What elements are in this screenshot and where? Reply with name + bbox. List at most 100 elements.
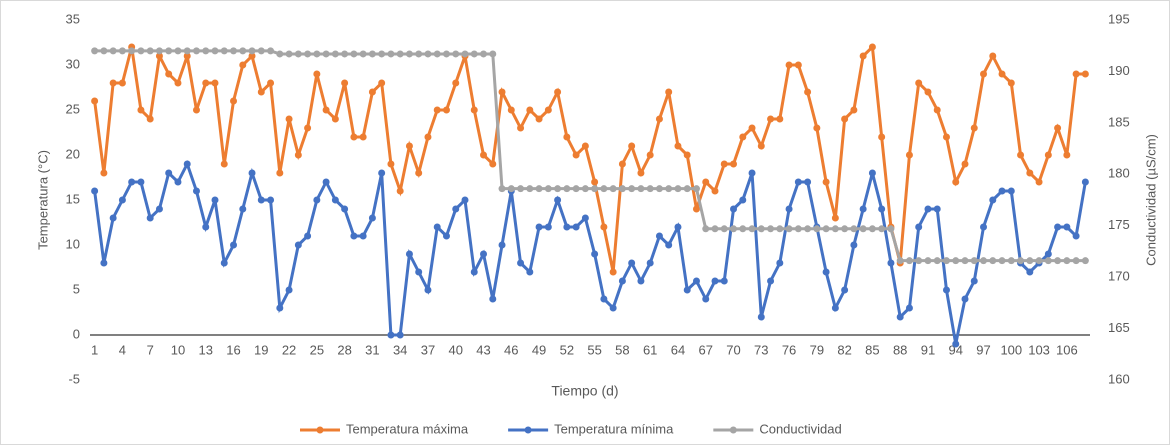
x-tick-label: 55 — [587, 342, 601, 357]
point — [489, 50, 497, 58]
point — [248, 169, 256, 177]
point — [961, 160, 969, 168]
point — [961, 295, 969, 303]
point — [387, 50, 395, 58]
x-tick-label: 43 — [476, 342, 490, 357]
point — [239, 205, 247, 213]
point — [526, 185, 534, 193]
point — [655, 185, 663, 193]
point — [794, 61, 802, 69]
point — [637, 185, 645, 193]
y2-axis-title: Conductividad (µS/cm) — [1143, 134, 1158, 266]
y2-tick-label: 175 — [1108, 217, 1130, 232]
point — [257, 88, 265, 96]
y-tick-label: 20 — [66, 146, 80, 161]
point — [739, 225, 747, 233]
point — [100, 47, 108, 55]
y-axis-title: Temperatura (°C) — [35, 150, 50, 250]
point — [183, 52, 191, 60]
point — [498, 88, 506, 96]
point — [868, 225, 876, 233]
point — [804, 225, 812, 233]
point — [192, 47, 200, 55]
point — [878, 205, 886, 213]
point — [970, 277, 978, 285]
point — [452, 50, 460, 58]
point — [887, 259, 895, 267]
point — [470, 50, 478, 58]
point — [100, 169, 108, 177]
point — [692, 277, 700, 285]
point — [470, 106, 478, 114]
point — [702, 178, 710, 186]
y-tick-label: -5 — [68, 371, 80, 386]
point — [896, 257, 904, 265]
point — [859, 205, 867, 213]
point — [267, 196, 275, 204]
x-tick-label: 28 — [337, 342, 351, 357]
point — [137, 178, 145, 186]
point — [442, 50, 450, 58]
point — [767, 225, 775, 233]
point — [387, 331, 395, 339]
point — [757, 313, 765, 321]
x-tick-label: 100 — [1000, 342, 1022, 357]
point — [609, 268, 617, 276]
y-tick-label: 30 — [66, 56, 80, 71]
point — [415, 169, 423, 177]
point — [276, 304, 284, 312]
point — [368, 214, 376, 222]
point — [563, 133, 571, 141]
x-tick-label: 10 — [171, 342, 185, 357]
point — [405, 50, 413, 58]
x-tick-label: 13 — [199, 342, 213, 357]
point — [433, 106, 441, 114]
point — [804, 178, 812, 186]
x-tick-label: 22 — [282, 342, 296, 357]
point — [831, 304, 839, 312]
legend-marker — [729, 426, 737, 434]
point — [1044, 151, 1052, 159]
x-tick-label: 73 — [754, 342, 768, 357]
point — [1026, 268, 1034, 276]
point — [220, 47, 228, 55]
point — [535, 185, 543, 193]
point — [933, 106, 941, 114]
y-tick-label: 5 — [73, 281, 80, 296]
point — [118, 79, 126, 87]
point — [609, 185, 617, 193]
point — [220, 259, 228, 267]
legend-label: Conductividad — [759, 421, 841, 436]
x-tick-label: 25 — [310, 342, 324, 357]
point — [637, 169, 645, 177]
point — [952, 340, 960, 348]
y-tick-label: 0 — [73, 326, 80, 341]
point — [230, 241, 238, 249]
point — [933, 205, 941, 213]
point — [109, 47, 117, 55]
point — [248, 52, 256, 60]
point — [489, 160, 497, 168]
point — [674, 142, 682, 150]
point — [628, 185, 636, 193]
x-tick-label: 34 — [393, 342, 407, 357]
point — [239, 47, 247, 55]
point — [618, 160, 626, 168]
y2-tick-label: 195 — [1108, 11, 1130, 26]
point — [878, 225, 886, 233]
point — [211, 196, 219, 204]
point — [683, 151, 691, 159]
point — [202, 79, 210, 87]
point — [785, 205, 793, 213]
point — [581, 185, 589, 193]
point — [1035, 178, 1043, 186]
point — [739, 133, 747, 141]
point — [980, 257, 988, 265]
point — [461, 50, 469, 58]
point — [276, 50, 284, 58]
point — [276, 169, 284, 177]
point — [174, 47, 182, 55]
point — [970, 124, 978, 132]
point — [1007, 257, 1015, 265]
point — [609, 304, 617, 312]
